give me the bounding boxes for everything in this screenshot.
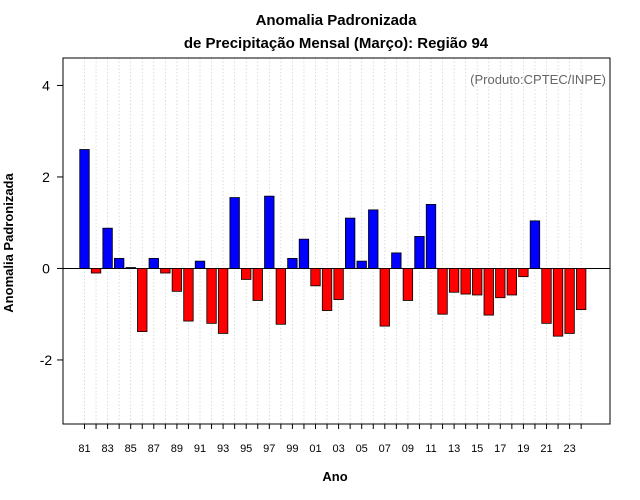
x-tick-label: 91 [194,443,206,455]
bar-13 [448,268,460,293]
x-tick-label: 11 [425,443,436,455]
bar-15 [472,268,483,296]
x-tick-label: 03 [332,443,344,455]
y-axis-label: Anomalia Padronizada [1,173,16,313]
x-axis: 81 83 85 87 89 91 93 95 97 99 01 03 05 07 09 11 13 15 17 19… [78,424,582,455]
bar-17 [495,268,506,299]
x-tick-label: 21 [540,443,552,455]
bar-86 [137,268,148,332]
bar-04 [344,217,356,269]
bar-94 [229,197,240,269]
bar-19 [518,268,529,278]
bar-02 [321,268,333,311]
x-axis-label: Ano [322,469,347,484]
bar-12 [437,268,448,315]
x-tick-label: 07 [379,443,391,455]
bar-16 [483,268,494,316]
bar-96 [252,268,263,301]
bar-91 [194,260,206,269]
bar-88 [160,268,171,274]
x-tick-label: 23 [563,443,575,455]
bar-08 [391,252,402,269]
bar-10 [414,236,425,269]
bars [79,149,587,337]
plot-frame [62,57,611,425]
bar-85 [125,267,136,269]
bar-22 [552,268,564,337]
x-tick-label: 15 [471,443,483,455]
bar-00 [298,238,310,269]
x-tick-label: 83 [101,443,113,455]
bar-98 [275,268,287,325]
bar-99 [287,257,298,269]
bar-03 [333,268,344,300]
bar-23 [564,268,575,334]
bar-81 [79,149,90,269]
bar-97 [264,195,275,269]
bar-18 [506,268,518,296]
bar-90 [183,268,194,322]
bar-06 [368,209,379,269]
bar-09 [402,268,414,301]
bar-82 [90,268,102,274]
x-tick-label: 17 [494,443,506,455]
bar-83 [102,227,113,269]
y-tick-label: 2 [42,169,50,185]
chart-subtitle: de Precipitação Mensal (Março): Região 9… [184,35,489,52]
y-axis: -2 0 2 4 [40,77,63,368]
bar-95 [241,268,252,280]
bar-21 [541,268,552,324]
bar-89 [171,268,183,292]
x-tick-label: 01 [309,443,321,455]
x-tick-label: 81 [78,443,90,455]
x-tick-label: 99 [286,443,298,455]
x-tick-label: 85 [125,443,137,455]
x-tick-label: 93 [217,443,229,455]
bar-20 [529,220,541,269]
x-tick-label: 19 [517,443,529,455]
credit-text: (Produto:CPTEC/INPE) [470,72,606,87]
bar-14 [460,268,471,295]
chart-title: Anomalia Padronizada [256,12,418,29]
y-tick-label: -2 [40,352,53,368]
bar-87 [148,257,159,269]
y-tick-label: 0 [42,260,50,276]
grid-lines [84,58,582,424]
bar-93 [217,268,229,334]
y-tick-label: 4 [42,77,50,93]
bar-01 [310,268,321,287]
bar-07 [379,268,390,327]
x-tick-label: 97 [263,443,275,455]
x-tick-label: 09 [402,443,414,455]
bar-24 [576,268,587,311]
x-tick-label: 89 [171,443,183,455]
bar-92 [206,268,217,324]
x-tick-label: 87 [148,443,160,455]
x-tick-label: 13 [448,443,460,455]
x-tick-label: 05 [356,443,368,455]
bar-84 [114,257,125,269]
bar-11 [425,203,437,269]
bar-05 [356,260,367,269]
x-tick-label: 95 [240,443,252,455]
